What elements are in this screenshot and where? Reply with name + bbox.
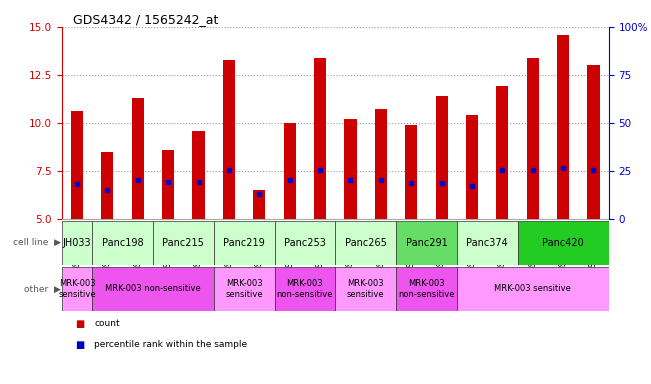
Bar	[335, 221, 396, 265]
Text: Panc420: Panc420	[542, 238, 584, 248]
Text: MRK-003
sensitive: MRK-003 sensitive	[58, 279, 96, 299]
Text: MRK-003 sensitive: MRK-003 sensitive	[494, 285, 571, 293]
Bar	[587, 65, 600, 219]
Bar	[132, 98, 144, 219]
Text: MRK-003 non-sensitive: MRK-003 non-sensitive	[105, 285, 201, 293]
Text: MRK-003
sensitive: MRK-003 sensitive	[225, 279, 263, 299]
Text: MRK-003
non-sensitive: MRK-003 non-sensitive	[277, 279, 333, 299]
Bar	[162, 150, 174, 219]
Bar	[396, 221, 457, 265]
Text: Panc265: Panc265	[345, 238, 387, 248]
Bar	[214, 267, 275, 311]
Bar	[335, 267, 396, 311]
Text: other  ▶: other ▶	[23, 285, 61, 293]
Bar	[457, 221, 518, 265]
Bar	[344, 119, 357, 219]
Bar	[405, 125, 417, 219]
Text: count: count	[94, 319, 120, 328]
Text: ■: ■	[75, 340, 84, 350]
Bar	[396, 267, 457, 311]
Text: ■: ■	[75, 319, 84, 329]
Bar	[92, 221, 153, 265]
Bar	[253, 190, 266, 219]
Bar	[62, 267, 92, 311]
Bar	[102, 152, 113, 219]
Bar	[223, 60, 235, 219]
Text: Panc253: Panc253	[284, 238, 326, 248]
Bar	[193, 131, 204, 219]
Bar	[457, 267, 609, 311]
Bar	[275, 267, 335, 311]
Text: Panc374: Panc374	[466, 238, 508, 248]
Bar	[92, 267, 214, 311]
Bar	[375, 109, 387, 219]
Bar	[153, 221, 214, 265]
Bar	[314, 58, 326, 219]
Text: JH033: JH033	[62, 238, 91, 248]
Text: MRK-003
sensitive: MRK-003 sensitive	[347, 279, 385, 299]
Text: Panc219: Panc219	[223, 238, 265, 248]
Bar	[466, 115, 478, 219]
Text: Panc291: Panc291	[406, 238, 447, 248]
Bar	[71, 111, 83, 219]
Bar	[284, 123, 296, 219]
Text: GDS4342 / 1565242_at: GDS4342 / 1565242_at	[73, 13, 218, 26]
Bar	[496, 86, 508, 219]
Bar	[275, 221, 335, 265]
Bar	[214, 221, 275, 265]
Bar	[557, 35, 569, 219]
Bar	[518, 221, 609, 265]
Text: percentile rank within the sample: percentile rank within the sample	[94, 340, 247, 349]
Bar	[527, 58, 539, 219]
Text: MRK-003
non-sensitive: MRK-003 non-sensitive	[398, 279, 454, 299]
Text: Panc198: Panc198	[102, 238, 143, 248]
Bar	[62, 221, 92, 265]
Bar	[436, 96, 448, 219]
Text: Panc215: Panc215	[163, 238, 204, 248]
Text: cell line  ▶: cell line ▶	[12, 238, 61, 247]
